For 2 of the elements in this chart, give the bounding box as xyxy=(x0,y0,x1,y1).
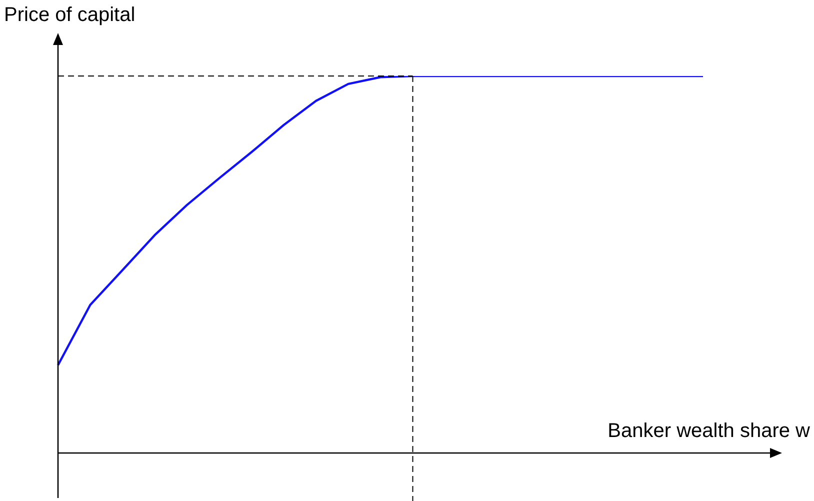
y-axis-title: Price of capital xyxy=(4,4,136,27)
x-axis-title: Banker wealth share w xyxy=(608,420,810,443)
